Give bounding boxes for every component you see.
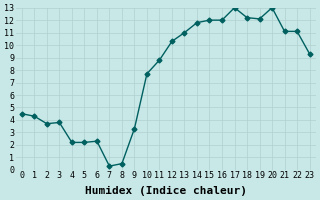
X-axis label: Humidex (Indice chaleur): Humidex (Indice chaleur) (85, 186, 247, 196)
